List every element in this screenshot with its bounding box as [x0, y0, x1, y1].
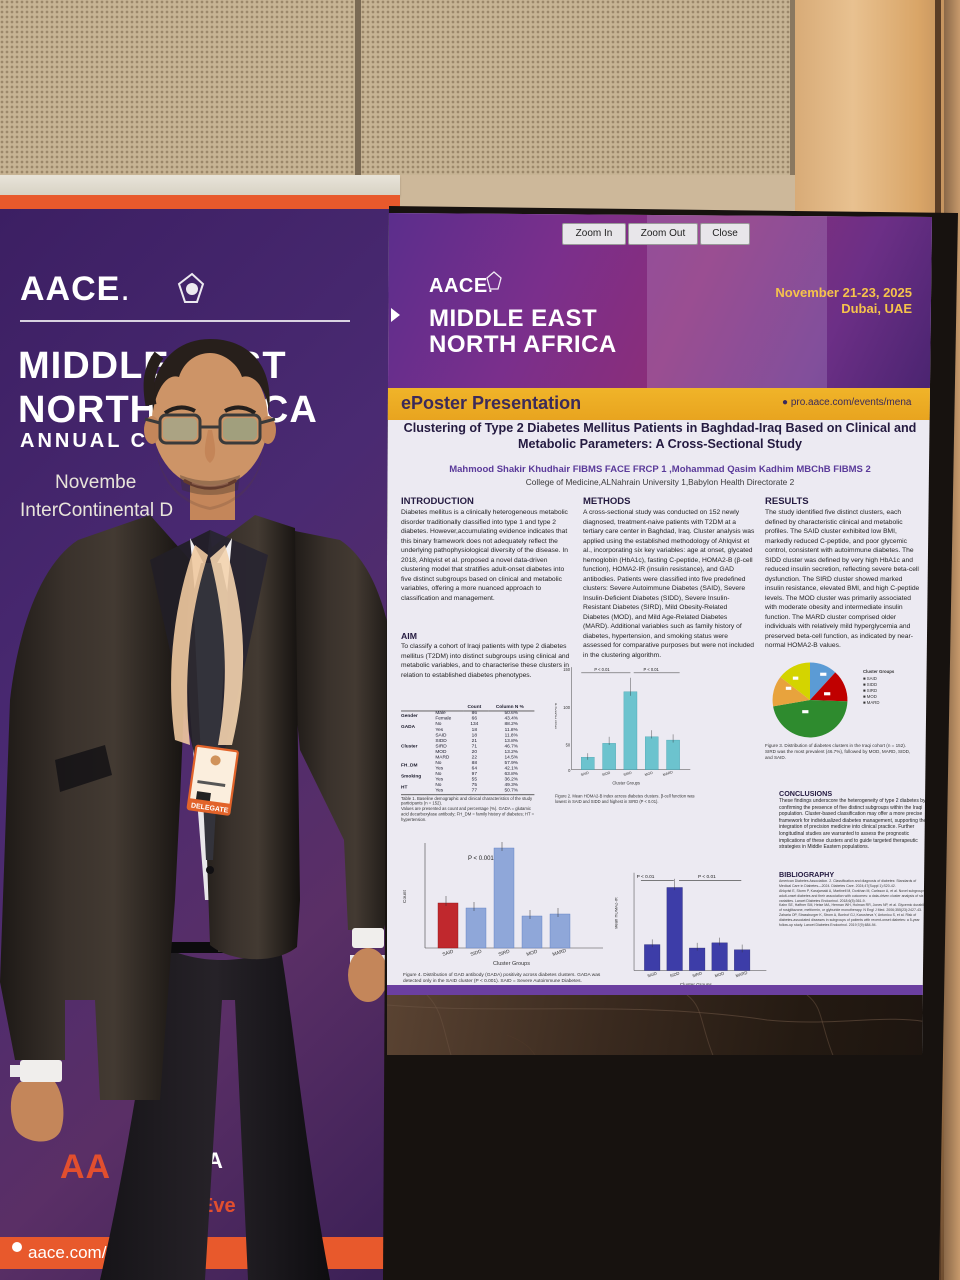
svg-text:Count: Count [403, 890, 408, 903]
svg-text:SAID: SAID [647, 971, 658, 979]
svg-text:Mean HOMA2-IR: Mean HOMA2-IR [615, 897, 619, 929]
svg-text:P < 0.01: P < 0.01 [644, 667, 660, 672]
svg-text:SAID: SAID [580, 771, 589, 777]
svg-text:SIRD: SIRD [623, 771, 633, 778]
svg-text:SIRD: SIRD [692, 971, 703, 979]
svg-text:MARD: MARD [662, 770, 674, 777]
svg-text:MARD: MARD [735, 970, 748, 979]
svg-text:P < 0.01: P < 0.01 [698, 874, 716, 880]
svg-text:SIRD: SIRD [498, 948, 511, 957]
svg-text:50: 50 [566, 743, 571, 748]
svg-text:P < 0.01: P < 0.01 [637, 874, 655, 880]
svg-text:MOD: MOD [526, 949, 539, 958]
svg-text:Mean HOMA2-B: Mean HOMA2-B [555, 702, 558, 728]
svg-text:SIDD: SIDD [602, 771, 612, 778]
svg-text:MOD: MOD [644, 771, 653, 777]
svg-text:SIDD: SIDD [470, 948, 483, 957]
svg-text:SAID: SAID [442, 949, 455, 958]
svg-text:150: 150 [563, 667, 571, 672]
svg-text:P < 0.01: P < 0.01 [594, 667, 610, 672]
svg-text:P < 0.001: P < 0.001 [468, 856, 494, 862]
svg-text:MARD: MARD [552, 948, 568, 958]
svg-text:SIDD: SIDD [669, 971, 680, 979]
svg-text:Cluster Groups: Cluster Groups [493, 961, 530, 967]
svg-text:0: 0 [568, 768, 571, 773]
svg-text:100: 100 [563, 705, 571, 710]
svg-text:MOD: MOD [714, 971, 725, 979]
svg-text:Cluster Groups: Cluster Groups [612, 780, 640, 785]
